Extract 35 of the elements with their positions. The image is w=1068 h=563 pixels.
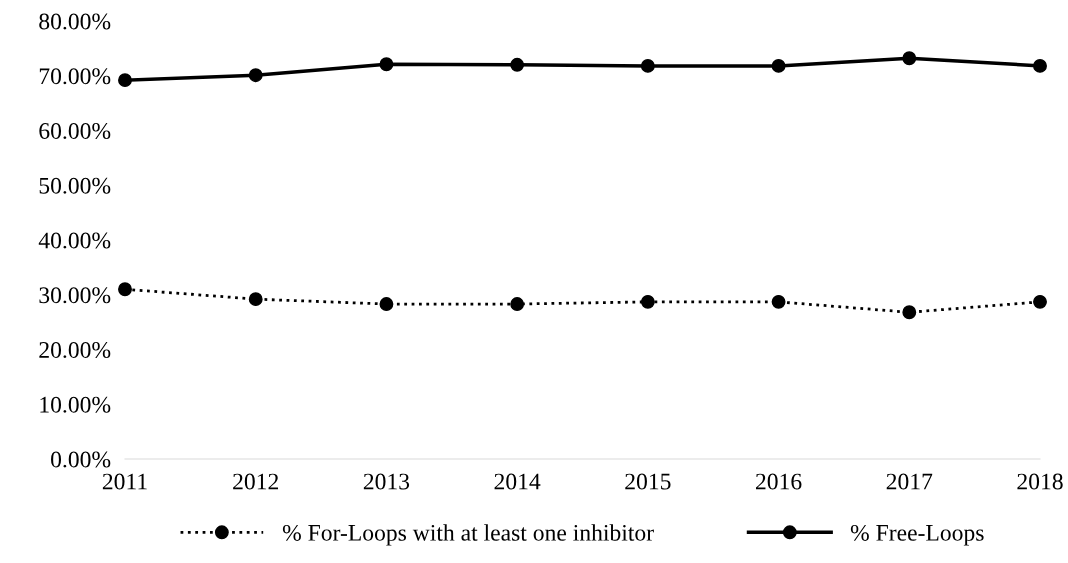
point xyxy=(510,57,525,72)
point xyxy=(640,58,655,73)
x-tick-label: 2015 xyxy=(625,473,671,490)
y-tick-label: 80.00% xyxy=(39,13,111,30)
y-tick-label: 40.00% xyxy=(38,232,111,249)
point xyxy=(118,73,132,88)
x-tick-label: 2017 xyxy=(886,473,933,490)
x-tick-label: 2016 xyxy=(756,473,802,490)
point xyxy=(640,294,655,309)
x-tick-label: 2013 xyxy=(363,473,410,490)
point xyxy=(118,282,132,297)
y-tick-label: 60.00% xyxy=(39,122,111,140)
y-tick-label: 70.00% xyxy=(39,68,111,85)
y-tick-label: 30.00% xyxy=(39,287,111,304)
point xyxy=(902,305,917,320)
point xyxy=(771,58,786,73)
y-tick-label: 50.00% xyxy=(39,177,111,194)
point xyxy=(510,297,525,312)
x-tick-label: 2018 xyxy=(1017,473,1063,490)
point xyxy=(902,51,917,66)
x-tick-label: 2014 xyxy=(494,473,541,490)
x-tick-label: 2012 xyxy=(233,473,279,490)
legend-label: % Free-Loops xyxy=(850,524,984,546)
y-tick-label: 20.00% xyxy=(39,341,111,359)
point xyxy=(379,297,394,312)
point xyxy=(1033,58,1047,73)
point xyxy=(771,294,786,309)
x-tick-label: 2011 xyxy=(102,473,147,490)
y-tick-label: 10.00% xyxy=(40,396,111,413)
point xyxy=(1033,294,1047,309)
point xyxy=(248,68,263,83)
point xyxy=(379,57,394,72)
point xyxy=(248,292,263,307)
legend-label: % For-Loops with at least one inhibitor xyxy=(282,524,654,546)
y-tick-label: 0.00% xyxy=(51,451,111,468)
